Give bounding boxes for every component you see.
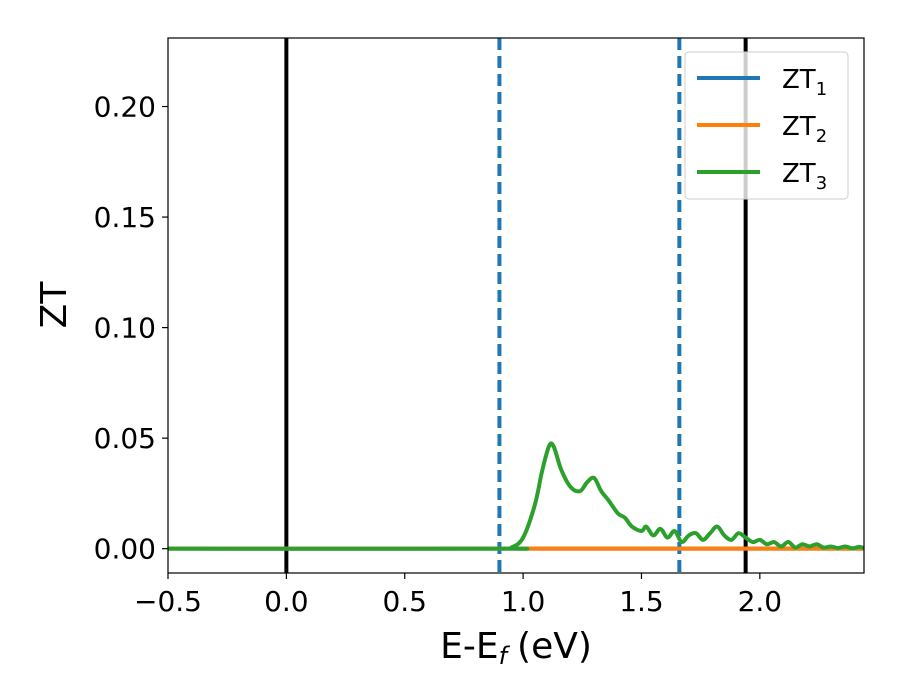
- legend-label-2: ZT2: [782, 112, 827, 147]
- x-tick-label: 1.5: [619, 585, 664, 618]
- x-tick-label: 2.0: [738, 585, 783, 618]
- x-axis-label-main: E-E: [440, 626, 498, 667]
- legend-label-1: ZT1: [782, 65, 827, 100]
- y-axis-ticks: 0.00 0.05 0.10 0.15 0.20: [94, 91, 168, 566]
- y-tick-label: 0.00: [94, 533, 156, 566]
- y-tick-label: 0.20: [94, 91, 156, 124]
- legend-label-3: ZT3: [782, 159, 827, 194]
- y-axis-label: ZT: [34, 281, 75, 329]
- x-tick-label: 1.0: [501, 585, 546, 618]
- legend-box: [684, 51, 849, 200]
- x-tick-label: 0.0: [264, 585, 309, 618]
- series-layer: [168, 441, 864, 551]
- series-line-3: [168, 441, 864, 551]
- x-tick-label: 0.5: [382, 585, 427, 618]
- vertical-reference-lines: [284, 38, 748, 573]
- y-tick-label: 0.10: [94, 312, 156, 345]
- plot-frame: [167, 37, 865, 574]
- y-tick-label: 0.15: [94, 201, 156, 234]
- x-axis-label: E-Ef (eV): [440, 626, 592, 670]
- x-axis-label-unit: (eV): [517, 626, 592, 667]
- x-axis-ticks: −0.5 0.0 0.5 1.0 1.5 2.0: [134, 573, 782, 618]
- legend: ZT1 ZT2 ZT3: [684, 51, 849, 200]
- x-axis-label-sub: f: [499, 642, 511, 670]
- x-tick-label: −0.5: [134, 585, 202, 618]
- y-tick-label: 0.05: [94, 422, 156, 455]
